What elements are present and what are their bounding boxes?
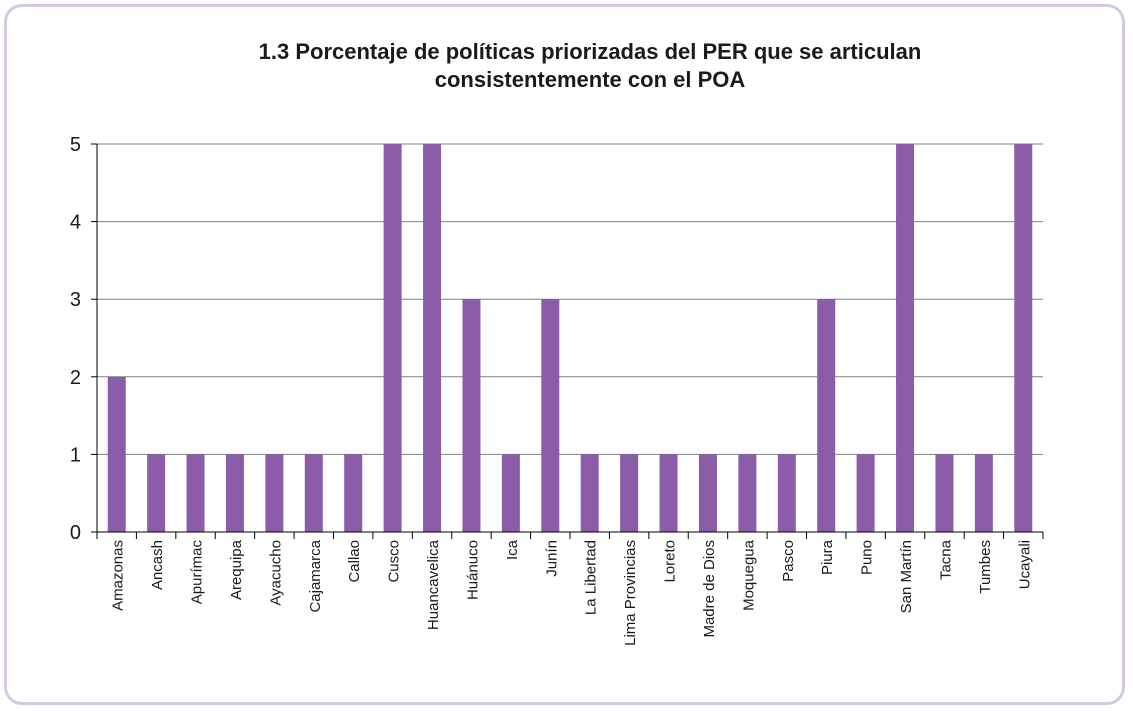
- x-tick-label: Ucayali: [1016, 540, 1033, 589]
- bar: [738, 454, 757, 532]
- y-tick-label: 2: [70, 367, 81, 389]
- y-tick-label: 0: [70, 522, 81, 544]
- x-tick-label: Apurímac: [189, 540, 206, 605]
- bar: [462, 299, 481, 532]
- x-tick-label: Arequipa: [228, 539, 245, 600]
- bar: [817, 299, 836, 532]
- x-tick-label: Junín: [543, 540, 560, 577]
- bar: [580, 454, 599, 532]
- x-tick-label: Loreto: [662, 540, 679, 583]
- x-tick-label: Cajamarca: [307, 539, 324, 612]
- x-tick-label: Callao: [346, 540, 363, 583]
- bar: [856, 454, 875, 532]
- y-tick-label: 1: [70, 444, 81, 466]
- bar: [265, 454, 284, 532]
- bar: [698, 454, 717, 532]
- bar: [147, 454, 166, 532]
- x-tick-label: Cusco: [386, 540, 403, 583]
- bar: [225, 454, 244, 532]
- x-tick-label: Tumbes: [977, 540, 994, 594]
- bar: [344, 454, 363, 532]
- bar: [501, 454, 520, 532]
- x-tick-label: Ica: [504, 539, 521, 560]
- bar: [107, 376, 126, 532]
- bar: [423, 144, 442, 532]
- bar: [186, 454, 205, 532]
- bar: [541, 299, 560, 532]
- y-tick-label: 4: [70, 212, 81, 234]
- x-tick-label: Tacna: [937, 539, 954, 580]
- bar: [620, 454, 639, 532]
- bar: [974, 454, 993, 532]
- x-tick-label: Ayacucho: [267, 540, 284, 606]
- x-tick-label: Huancavelica: [425, 539, 442, 630]
- bar: [383, 144, 402, 532]
- bar: [777, 454, 796, 532]
- bar: [659, 454, 678, 532]
- x-tick-label: La Libertad: [583, 540, 600, 615]
- bar: [935, 454, 954, 532]
- x-tick-label: Piura: [819, 539, 836, 575]
- x-tick-label: San Martín: [898, 540, 915, 613]
- x-tick-label: Amazonas: [110, 540, 127, 611]
- x-tick-label: Huánuco: [464, 540, 481, 600]
- x-tick-label: Moquegua: [740, 539, 757, 611]
- chart-title-line1: 1.3 Porcentaje de políticas priorizadas …: [258, 39, 922, 64]
- chart-title: 1.3 Porcentaje de políticas priorizadas …: [100, 38, 1080, 94]
- x-tick-label: Puno: [859, 540, 876, 575]
- bar: [896, 144, 915, 532]
- bar: [1014, 144, 1033, 532]
- x-tick-label: Ancash: [149, 540, 166, 590]
- bar: [304, 454, 323, 532]
- x-tick-label: Madre de Dios: [701, 540, 718, 638]
- y-tick-label: 5: [70, 134, 81, 156]
- y-tick-label: 3: [70, 289, 81, 311]
- x-tick-label: Lima Provincias: [622, 540, 639, 646]
- chart-title-line2: consistentemente con el POA: [434, 67, 746, 92]
- x-tick-label: Pasco: [780, 540, 797, 582]
- chart-frame: [4, 4, 1125, 705]
